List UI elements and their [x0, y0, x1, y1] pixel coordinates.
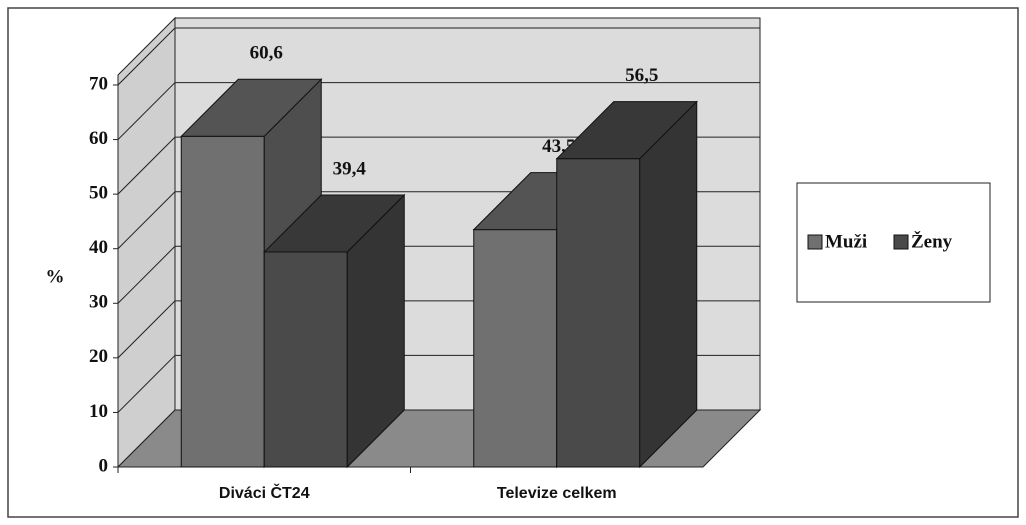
legend-label: Muži: [825, 231, 867, 252]
y-axis-label: %: [46, 266, 65, 287]
y-tick-label: 40: [89, 237, 108, 258]
data-label: 39,4: [333, 158, 367, 179]
data-label: 56,5: [625, 65, 658, 86]
grid-line: [117, 27, 176, 86]
x-tick-label: Televize celkem: [497, 485, 617, 502]
y-tick-label: 60: [89, 128, 108, 149]
y-tick-label: 10: [89, 401, 108, 422]
side-wall: [117, 16, 176, 469]
grid-line: [117, 245, 176, 304]
grid-line: [117, 82, 176, 140]
grid-line: [117, 136, 176, 195]
data-label: 60,6: [250, 43, 283, 64]
legend-swatch: [893, 234, 909, 250]
legend-swatch: [807, 234, 823, 250]
y-tick-label: 20: [89, 346, 108, 367]
bar: [263, 251, 348, 468]
bar: [556, 158, 641, 468]
y-tick-label: 70: [89, 73, 108, 94]
legend-label: Ženy: [911, 230, 953, 252]
y-tick-label: 30: [89, 292, 108, 313]
bar-top: [263, 194, 406, 253]
bar-top: [180, 78, 323, 137]
grid-line: [117, 355, 176, 413]
plot: 0 10 20 30 40 50 60 70 Diváci ČT24 60,6 39,4 Televi…: [89, 27, 760, 502]
bar: [473, 229, 558, 468]
bar: [180, 135, 265, 468]
bar-side: [639, 100, 698, 469]
grid-line: [117, 191, 176, 250]
grid-line: [117, 300, 176, 359]
y-tick-label: 50: [89, 183, 108, 204]
x-tick-label: Diváci ČT24: [219, 483, 310, 502]
bar-top: [555, 101, 698, 160]
y-tick-label: 0: [99, 455, 109, 476]
